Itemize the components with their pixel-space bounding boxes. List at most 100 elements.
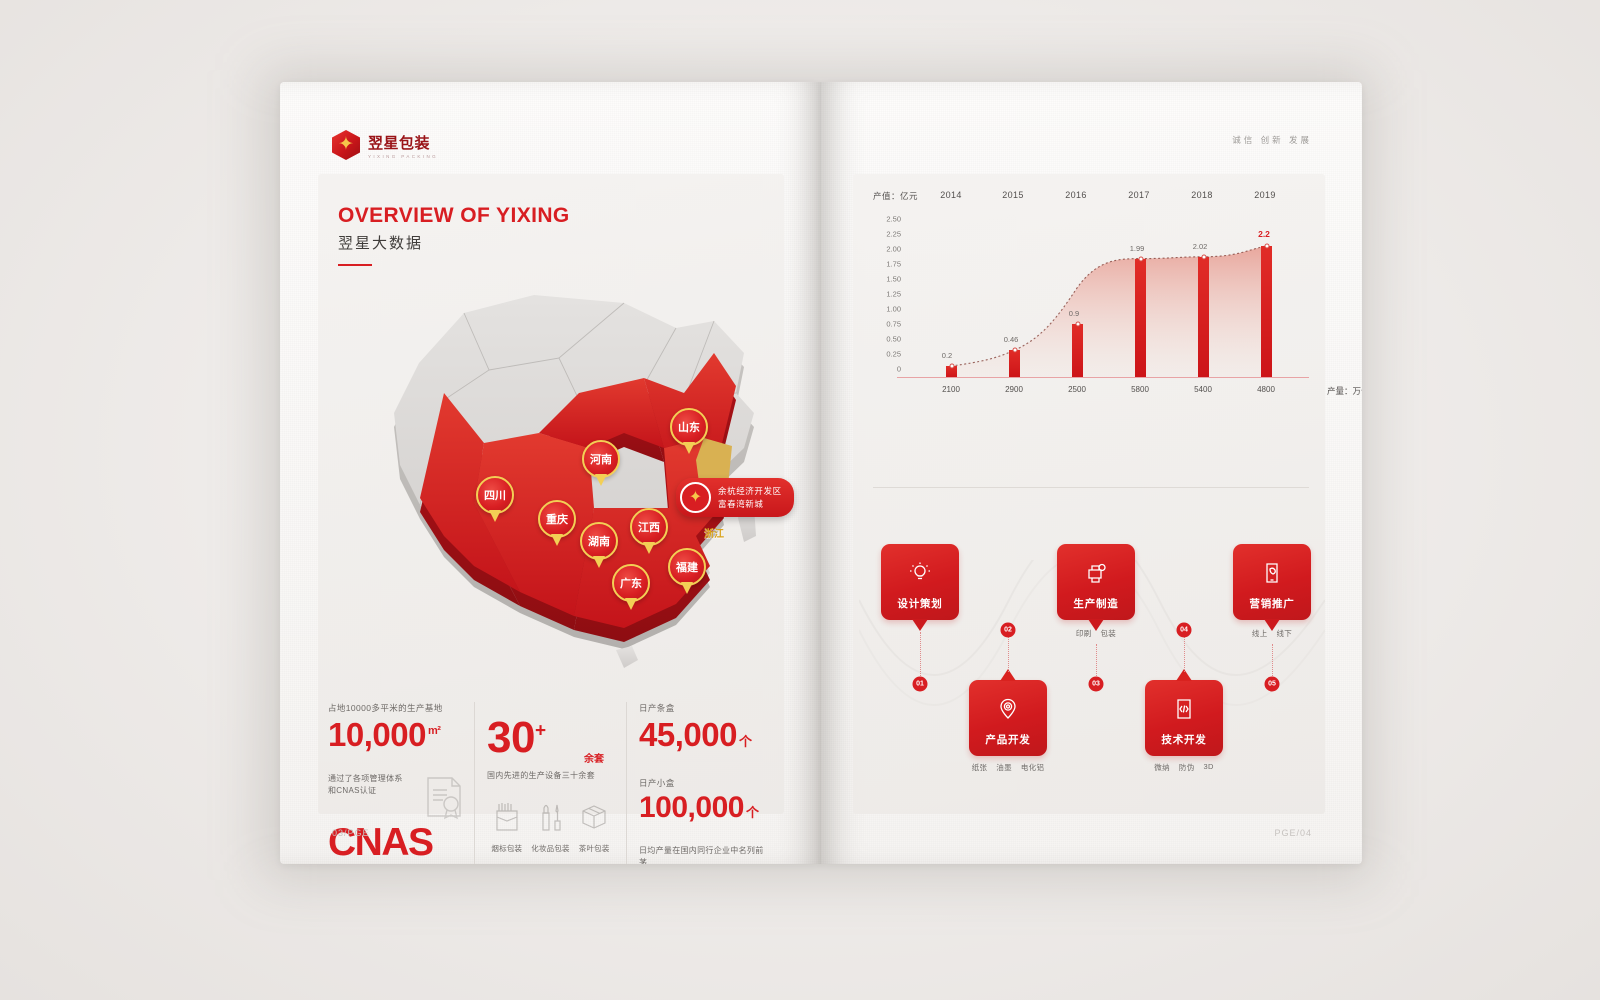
chart-baseline: [897, 377, 1309, 378]
map-pin-henan[interactable]: 河南: [582, 440, 620, 486]
page-title-en: OVERVIEW OF YIXING: [338, 204, 570, 227]
chart-ytick-3: 1.75: [886, 259, 901, 269]
site-callout[interactable]: ✦ 余杭经济开发区 富春湾新城: [676, 478, 794, 517]
stat-area-value: 10,000 m²: [328, 716, 441, 753]
stats-strip: 占地10000多平米的生产基地 10,000 m² 通过了各项管理体系 和CNAS…: [324, 702, 776, 864]
process-tags-03: 印刷 包装: [1076, 628, 1116, 639]
chart-point-2015: [1012, 347, 1017, 353]
process-diagram: 设计策划 01 产品开发 纸张 油墨: [859, 512, 1325, 802]
brand-logo[interactable]: ✦ 翌星包装 YIXING PACKING: [332, 130, 438, 160]
card-tail: [1264, 619, 1280, 631]
process-card-02[interactable]: 产品开发: [969, 669, 1047, 756]
chart-year-2016: 2016: [1065, 190, 1087, 200]
chart-value-2014: 0.2: [941, 351, 953, 360]
chart-xtick-2019: 4800: [1257, 385, 1275, 394]
callout-line-1: 余杭经济开发区: [718, 486, 782, 496]
left-page: ✦ 翌星包装 YIXING PACKING OVERVIEW OF YIXING…: [280, 82, 821, 864]
page-title-cn: 翌星大数据: [338, 235, 424, 252]
card-tail: [1000, 669, 1016, 681]
process-card-05[interactable]: 营销推广: [1233, 544, 1311, 631]
box-icon: [582, 805, 606, 829]
china-map[interactable]: 山东 河南 四川 重庆 湖南: [324, 250, 794, 690]
chart-bar-2018[interactable]: [1198, 256, 1209, 378]
china-map-svg: [394, 295, 756, 668]
certificate-icon: [427, 777, 461, 820]
stat-area-caption: 占地10000多平米的生产基地: [328, 703, 443, 713]
map-pin-guangdong[interactable]: 广东: [612, 564, 650, 610]
chart-bar-2016[interactable]: [1072, 324, 1083, 378]
map-pin-shandong[interactable]: 山东: [670, 408, 708, 454]
chart-bar-2015[interactable]: [1009, 350, 1020, 378]
stat-smallbox-unit: 个: [745, 805, 759, 820]
map-pin-jiangxi[interactable]: 江西: [630, 508, 668, 554]
process-name: 产品开发: [985, 734, 1031, 746]
map-pin-chongqing[interactable]: 重庆: [538, 500, 576, 546]
pin-tail: [625, 598, 637, 610]
title-underline: [338, 264, 372, 266]
chart-xtick-2018: 5400: [1194, 385, 1212, 394]
stat-daily-output: 日产条盒 45,000 个 日产小盒 100,000 个 日均产量在国内同行企业中名…: [626, 702, 776, 864]
step-number-02: 02: [1000, 622, 1016, 638]
process-card-04[interactable]: 技术开发: [1145, 669, 1223, 756]
stat-equipment-sub: 国内先进的生产设备三十余套: [487, 771, 595, 780]
chart-point-2018: [1201, 254, 1206, 260]
map-pin-sichuan[interactable]: 四川: [476, 476, 514, 522]
chart-value-2019: 2.2: [1258, 229, 1270, 239]
chart-xlabel: 产量：万个: [1327, 386, 1362, 396]
pin-tail: [681, 582, 693, 594]
process-tag: 3D: [1203, 762, 1214, 771]
chart-year-2015: 2015: [1002, 190, 1024, 200]
map-pin-label: 河南: [582, 440, 620, 478]
process-name: 技术开发: [1161, 734, 1207, 746]
process-name: 设计策划: [897, 598, 943, 610]
map-pin-label: 江西: [630, 508, 668, 546]
chart-ytick-2: 2.00: [886, 244, 901, 254]
process-tag: 线上: [1251, 629, 1268, 638]
step-number-01: 01: [912, 676, 928, 692]
chart-ytick-6: 1.00: [886, 304, 901, 314]
chart-value-2018: 2.02: [1192, 242, 1208, 251]
process-card-01[interactable]: 设计策划: [881, 544, 959, 631]
chart-point-2014: [949, 363, 954, 369]
process-tag: 包装: [1100, 629, 1117, 638]
process-tag: 电化铝: [1020, 763, 1045, 772]
card-tail: [1176, 669, 1192, 681]
stat-cnas-value: CNAS: [328, 821, 434, 864]
chart-ylabel: 产值：亿元: [873, 191, 919, 201]
product-label: 茶叶包装: [578, 844, 610, 853]
map-pin-label: 四川: [476, 476, 514, 514]
chart-ytick-9: 0.25: [886, 349, 901, 359]
chart-xtick-2016: 2500: [1068, 385, 1086, 394]
card-tail: [1088, 619, 1104, 631]
pin-tail: [551, 534, 563, 546]
map-pin-label: 重庆: [538, 500, 576, 538]
chart-year-2017: 2017: [1128, 190, 1150, 200]
map-pin-label: 福建: [668, 548, 706, 586]
target-location-icon: [997, 698, 1019, 725]
right-page: 诚信 创新 发展 产值：亿元 2014 2015 2016 2017 2018 …: [821, 82, 1362, 864]
map-pin-label: 湖南: [580, 522, 618, 560]
output-chart[interactable]: 产值：亿元 2014 2015 2016 2017 2018 2019 2.50…: [873, 190, 1362, 420]
chart-bar-2014[interactable]: [946, 366, 957, 378]
stat-area-unit: m²: [427, 725, 441, 737]
process-tag: 线下: [1276, 629, 1293, 638]
map-pin-label: 山东: [670, 408, 708, 446]
chart-xtick-2017: 5800: [1131, 385, 1149, 394]
province-label-zhejiang: 浙江: [704, 529, 724, 540]
map-pin-hunan[interactable]: 湖南: [580, 522, 618, 568]
chart-ytick-8: 0.50: [886, 334, 901, 344]
page-number-right: PGE/04: [1274, 828, 1312, 838]
process-name: 营销推广: [1249, 598, 1295, 610]
stat-daily-note: 日均产量在国内同行企业中名列前茅: [639, 846, 764, 864]
chart-trend-area: [950, 245, 1267, 378]
stat-equipment: 30+ 余套 国内先进的生产设备三十余套 烟标包装: [474, 702, 626, 864]
process-card-03[interactable]: 生产制造: [1057, 544, 1135, 631]
chart-bar-2019[interactable]: [1261, 246, 1272, 378]
stat-cert-caption-2: 和CNAS认证: [328, 786, 377, 795]
connector-02: [1008, 632, 1009, 672]
callout-line-2: 富春湾新城: [718, 499, 764, 509]
map-pin-fujian[interactable]: 福建: [668, 548, 706, 594]
product-icon-list: 烟标包装 化妆品包装: [487, 802, 614, 856]
chart-bar-2017[interactable]: [1135, 258, 1146, 378]
process-tag: 油墨: [996, 763, 1012, 772]
